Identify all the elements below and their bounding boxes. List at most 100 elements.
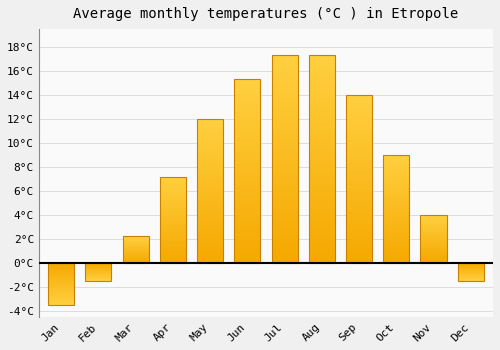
Bar <box>420 226 446 228</box>
Bar <box>383 159 409 161</box>
Bar <box>160 180 186 182</box>
Bar <box>234 226 260 230</box>
Bar <box>48 267 74 268</box>
Bar <box>197 217 223 220</box>
Bar <box>48 270 74 271</box>
Bar <box>197 176 223 180</box>
Bar <box>197 148 223 150</box>
Bar <box>308 242 335 246</box>
Bar <box>346 108 372 112</box>
Bar <box>346 182 372 186</box>
Bar <box>234 105 260 109</box>
Bar <box>383 257 409 259</box>
Bar <box>383 185 409 187</box>
Bar <box>420 246 446 247</box>
Bar <box>458 280 483 281</box>
Bar <box>86 266 112 267</box>
Bar <box>458 270 483 271</box>
Bar <box>383 202 409 205</box>
Bar <box>458 275 483 276</box>
Bar <box>420 244 446 245</box>
Bar <box>346 209 372 212</box>
Bar <box>383 233 409 235</box>
Bar <box>48 279 74 280</box>
Bar <box>346 115 372 119</box>
Bar <box>346 259 372 263</box>
Bar <box>383 220 409 222</box>
Bar <box>86 278 112 279</box>
Bar <box>160 237 186 239</box>
Bar <box>383 250 409 252</box>
Bar <box>420 220 446 222</box>
Bar <box>86 268 112 269</box>
Bar <box>197 194 223 197</box>
Bar <box>272 80 297 84</box>
Bar <box>420 217 446 218</box>
Bar <box>272 55 297 263</box>
Bar <box>308 176 335 180</box>
Bar <box>420 252 446 253</box>
Bar <box>160 209 186 211</box>
Bar <box>346 166 372 169</box>
Bar <box>234 175 260 178</box>
Bar <box>272 130 297 134</box>
Bar <box>197 188 223 191</box>
Bar <box>272 109 297 113</box>
Bar <box>272 193 297 196</box>
Bar <box>197 119 223 122</box>
Bar <box>234 124 260 127</box>
Bar <box>234 120 260 124</box>
Bar <box>48 271 74 272</box>
Bar <box>48 266 74 267</box>
Bar <box>383 189 409 192</box>
Bar <box>420 241 446 242</box>
Bar <box>86 271 112 272</box>
Bar <box>48 297 74 298</box>
Bar <box>160 235 186 237</box>
Bar <box>308 97 335 101</box>
Bar <box>160 204 186 206</box>
Bar <box>160 218 186 220</box>
Bar <box>420 240 446 241</box>
Bar <box>383 187 409 189</box>
Bar <box>160 187 186 189</box>
Bar <box>122 237 148 263</box>
Bar <box>308 205 335 209</box>
Bar <box>308 84 335 89</box>
Bar <box>234 248 260 252</box>
Bar <box>197 220 223 223</box>
Bar <box>160 256 186 258</box>
Bar <box>272 72 297 76</box>
Bar <box>197 162 223 165</box>
Bar <box>160 199 186 201</box>
Bar <box>383 168 409 170</box>
Bar <box>160 192 186 194</box>
Bar <box>420 224 446 225</box>
Bar <box>383 157 409 159</box>
Bar <box>346 102 372 105</box>
Bar <box>234 241 260 245</box>
Bar <box>272 188 297 193</box>
Bar <box>383 161 409 163</box>
Bar <box>160 259 186 261</box>
Bar <box>234 127 260 131</box>
Bar <box>122 253 148 254</box>
Bar <box>48 284 74 285</box>
Bar <box>346 186 372 189</box>
Bar <box>234 215 260 219</box>
Bar <box>272 230 297 234</box>
Bar <box>234 134 260 138</box>
Bar <box>48 287 74 288</box>
Bar <box>458 279 483 280</box>
Bar <box>308 126 335 130</box>
Bar <box>272 101 297 105</box>
Bar <box>383 200 409 202</box>
Bar <box>458 271 483 272</box>
Bar <box>383 176 409 179</box>
Bar <box>346 112 372 115</box>
Bar <box>197 211 223 214</box>
Bar <box>272 242 297 246</box>
Bar <box>383 179 409 181</box>
Bar <box>383 215 409 218</box>
Bar <box>122 242 148 243</box>
